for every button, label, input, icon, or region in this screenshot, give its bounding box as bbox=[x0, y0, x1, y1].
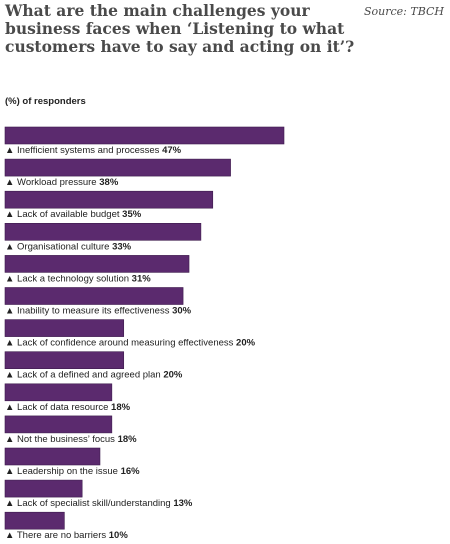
bar bbox=[4, 447, 101, 466]
chart-subtitle: (%) of responders bbox=[5, 96, 86, 107]
bar bbox=[4, 158, 231, 177]
bar-label: ▲ Lack a technology solution 31% bbox=[5, 273, 151, 284]
bar-label: ▲ Leadership on the issue 16% bbox=[5, 466, 140, 477]
bar bbox=[4, 223, 202, 241]
bar bbox=[4, 415, 113, 434]
bar-label: ▲ Lack of confidence around measuring ef… bbox=[5, 338, 256, 349]
bar bbox=[4, 319, 125, 337]
chart-title: What are the main challenges your busine… bbox=[5, 1, 355, 56]
bar-label: ▲ Lack of data resource 18% bbox=[5, 402, 131, 413]
bar-label: ▲ Workload pressure 38% bbox=[5, 177, 119, 188]
bar-label: ▲ Inefficient systems and processes 47% bbox=[5, 145, 182, 156]
bar bbox=[4, 511, 65, 530]
bar-label: ▲ Lack of specialist skill/understanding… bbox=[5, 498, 193, 509]
bar-label: ▲ There are no barriers 10% bbox=[5, 530, 128, 541]
bar-label: ▲ Lack of available budget 35% bbox=[5, 209, 142, 220]
bar-label: ▲ Organisational culture 33% bbox=[5, 241, 132, 252]
bar bbox=[4, 255, 190, 273]
bar-label: ▲ Lack of a defined and agreed plan 20% bbox=[5, 370, 183, 381]
bar-label: ▲ Not the business’ focus 18% bbox=[5, 434, 137, 445]
bar bbox=[4, 383, 113, 402]
bar bbox=[4, 351, 125, 370]
bar bbox=[4, 190, 214, 209]
bar bbox=[4, 126, 285, 145]
source-note: Source: TBCH bbox=[363, 5, 444, 18]
bar bbox=[4, 287, 184, 305]
bar bbox=[4, 479, 83, 498]
bar-label: ▲ Inability to measure its effectiveness… bbox=[5, 306, 192, 317]
